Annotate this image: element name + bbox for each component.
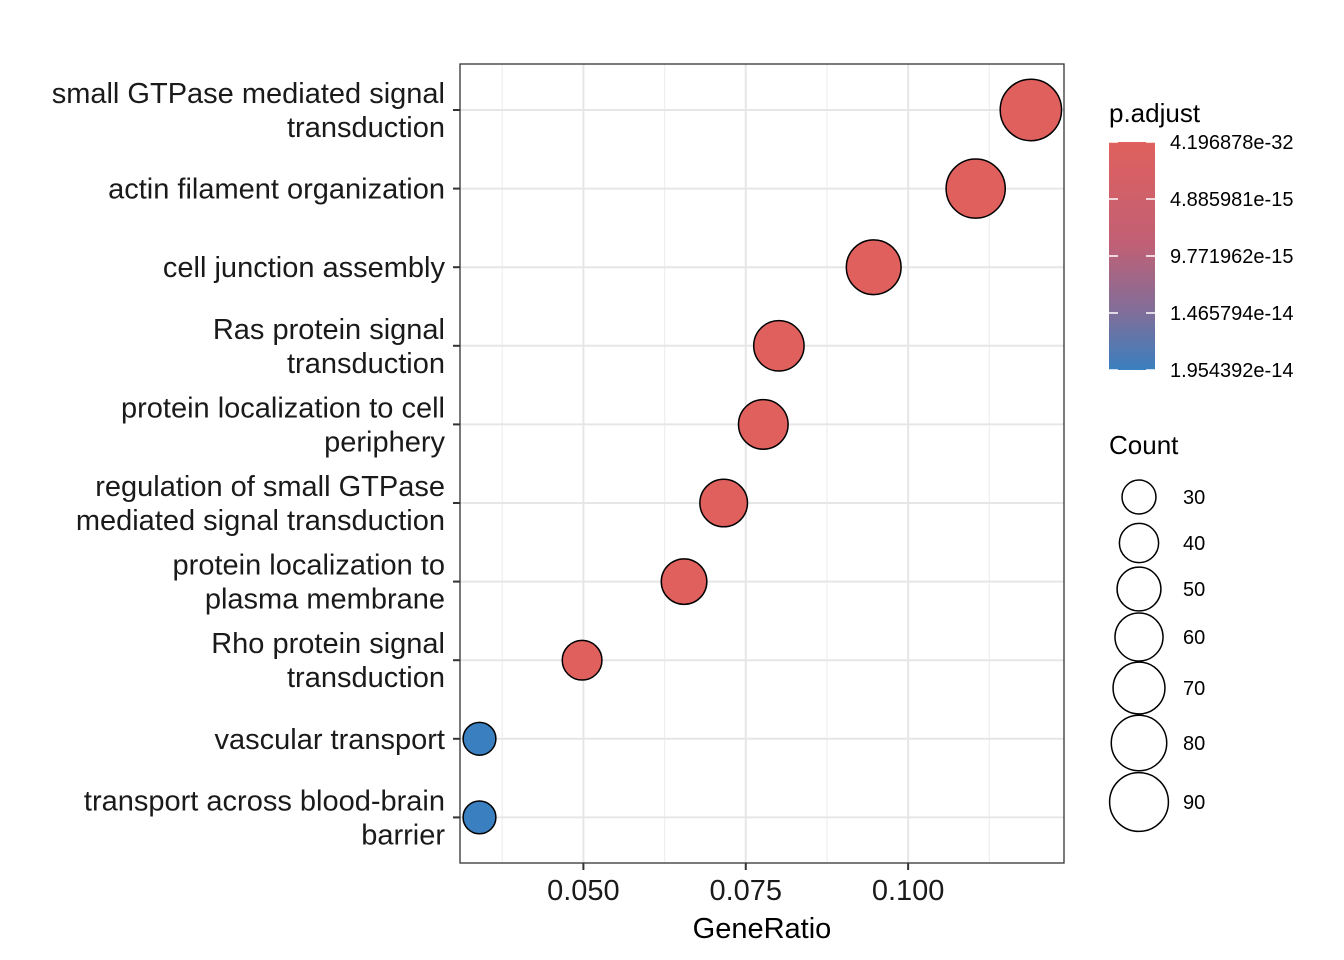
color-legend: p.adjust 4.196878e-32 4.885981e-15 9.77196…	[1109, 98, 1293, 382]
grid-lines	[460, 64, 1064, 863]
size-legend-circle	[1114, 612, 1164, 662]
data-point	[752, 319, 805, 372]
y-axis: small GTPase mediated signal transduction…	[52, 78, 460, 851]
y-tick-label: transport across blood-brain barrier	[84, 785, 445, 851]
data-point	[737, 398, 789, 450]
color-legend-label: 4.196878e-32	[1170, 132, 1293, 154]
y-tick-label: actin filament organization	[108, 174, 445, 206]
size-legend-label: 90	[1183, 792, 1205, 814]
data-point	[699, 478, 749, 528]
data-point	[660, 558, 708, 606]
size-legend-label: 60	[1183, 627, 1205, 649]
color-legend-ticks: 4.196878e-32 4.885981e-15 9.771962e-15 1.46…	[1109, 132, 1293, 382]
x-tick-label: 0.050	[547, 875, 620, 907]
color-legend-label: 9.771962e-15	[1170, 246, 1293, 268]
data-point	[462, 800, 497, 835]
size-legend-label: 30	[1183, 487, 1205, 509]
size-legend-circle	[1118, 522, 1160, 564]
x-axis: 0.050 0.075 0.100	[547, 863, 944, 907]
y-tick-label: Rho protein signal transduction	[211, 628, 445, 694]
color-legend-title: p.adjust	[1109, 98, 1201, 128]
data-point	[999, 78, 1063, 142]
y-tick-label: protein localization to plasma membrane	[173, 550, 445, 616]
size-legend: Count 30 40 50 60 70 80 90	[1108, 430, 1205, 833]
size-legend-label: 50	[1183, 579, 1205, 601]
color-legend-label: 4.885981e-15	[1170, 189, 1293, 211]
size-legend-circle	[1108, 771, 1170, 833]
size-legend-circle	[1121, 479, 1157, 515]
data-point	[561, 639, 603, 681]
size-legend-label: 40	[1183, 533, 1205, 555]
data-point	[462, 721, 497, 756]
data-point	[845, 239, 902, 296]
y-tick-label: Ras protein signal transduction	[213, 314, 445, 380]
color-legend-label: 1.465794e-14	[1170, 303, 1293, 325]
x-axis-title: GeneRatio	[693, 913, 832, 945]
data-point	[945, 158, 1006, 219]
x-tick-label: 0.075	[709, 875, 782, 907]
data-points	[462, 78, 1063, 835]
plot-panel	[459, 63, 1065, 864]
y-tick-label: regulation of small GTPase mediated signa…	[76, 471, 445, 537]
size-legend-circle	[1116, 566, 1162, 612]
color-legend-label: 1.954392e-14	[1170, 360, 1293, 382]
y-tick-label: cell junction assembly	[163, 252, 446, 284]
size-legend-items: 30 40 50 60 70 80 90	[1108, 479, 1205, 833]
panel-border	[459, 63, 1065, 864]
size-legend-label: 80	[1183, 733, 1205, 755]
size-legend-circle	[1110, 714, 1168, 772]
y-tick-label: small GTPase mediated signal transduction	[52, 78, 445, 144]
x-tick-label: 0.100	[872, 875, 945, 907]
y-tick-label: vascular transport	[215, 724, 446, 756]
y-tick-label: protein localization to cell periphery	[121, 392, 446, 458]
size-legend-label: 70	[1183, 678, 1205, 700]
size-legend-circle	[1112, 661, 1166, 715]
size-legend-title: Count	[1109, 430, 1179, 460]
